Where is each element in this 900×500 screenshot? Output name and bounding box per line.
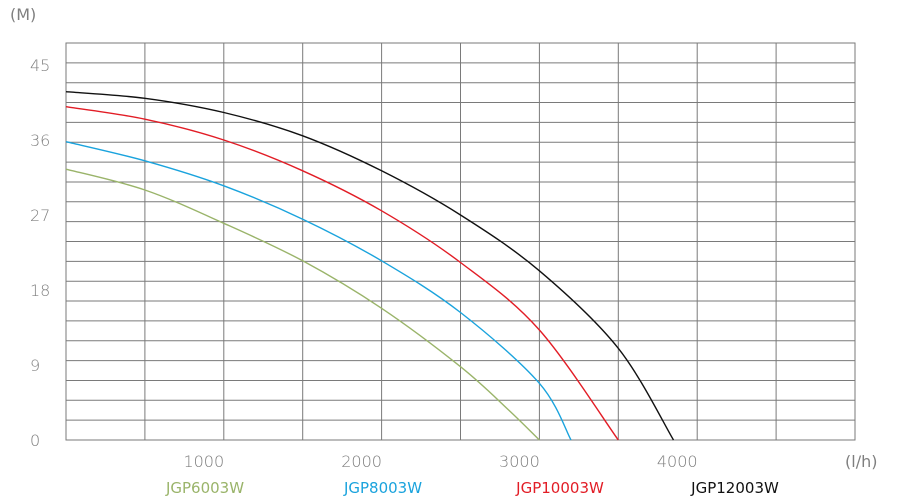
x-tick-label: 4000 — [657, 452, 698, 471]
y-tick-label: 18 — [30, 281, 50, 300]
x-tick-label: 2000 — [341, 452, 382, 471]
series-line-JGP12003W — [65, 91, 675, 441]
x-axis-label: (l/h) — [845, 452, 877, 471]
series-line-JGP8003W — [65, 141, 572, 441]
y-axis-label: (M) — [10, 5, 36, 24]
x-tick-label: 1000 — [183, 452, 224, 471]
y-tick-label: 36 — [30, 131, 50, 150]
tick-labels: 0 9 18 27 36 45 1000 2000 3000 4000 — [30, 56, 698, 471]
y-tick-label: 9 — [30, 356, 40, 375]
curves — [65, 91, 675, 441]
grid — [65, 42, 856, 441]
legend: JGP6003W JGP8003W JGP10003W JGP12003W — [165, 479, 779, 497]
legend-entry-JGP10003W: JGP10003W — [515, 479, 604, 497]
legend-entry-JGP8003W: JGP8003W — [343, 479, 422, 497]
y-tick-label: 45 — [30, 56, 50, 75]
x-tick-label: 3000 — [499, 452, 540, 471]
legend-entry-JGP6003W: JGP6003W — [165, 479, 244, 497]
y-tick-label: 0 — [30, 431, 40, 450]
series-line-JGP10003W — [65, 106, 619, 441]
legend-entry-JGP12003W: JGP12003W — [690, 479, 779, 497]
y-tick-label: 27 — [30, 206, 50, 225]
series-line-JGP6003W — [65, 168, 540, 441]
